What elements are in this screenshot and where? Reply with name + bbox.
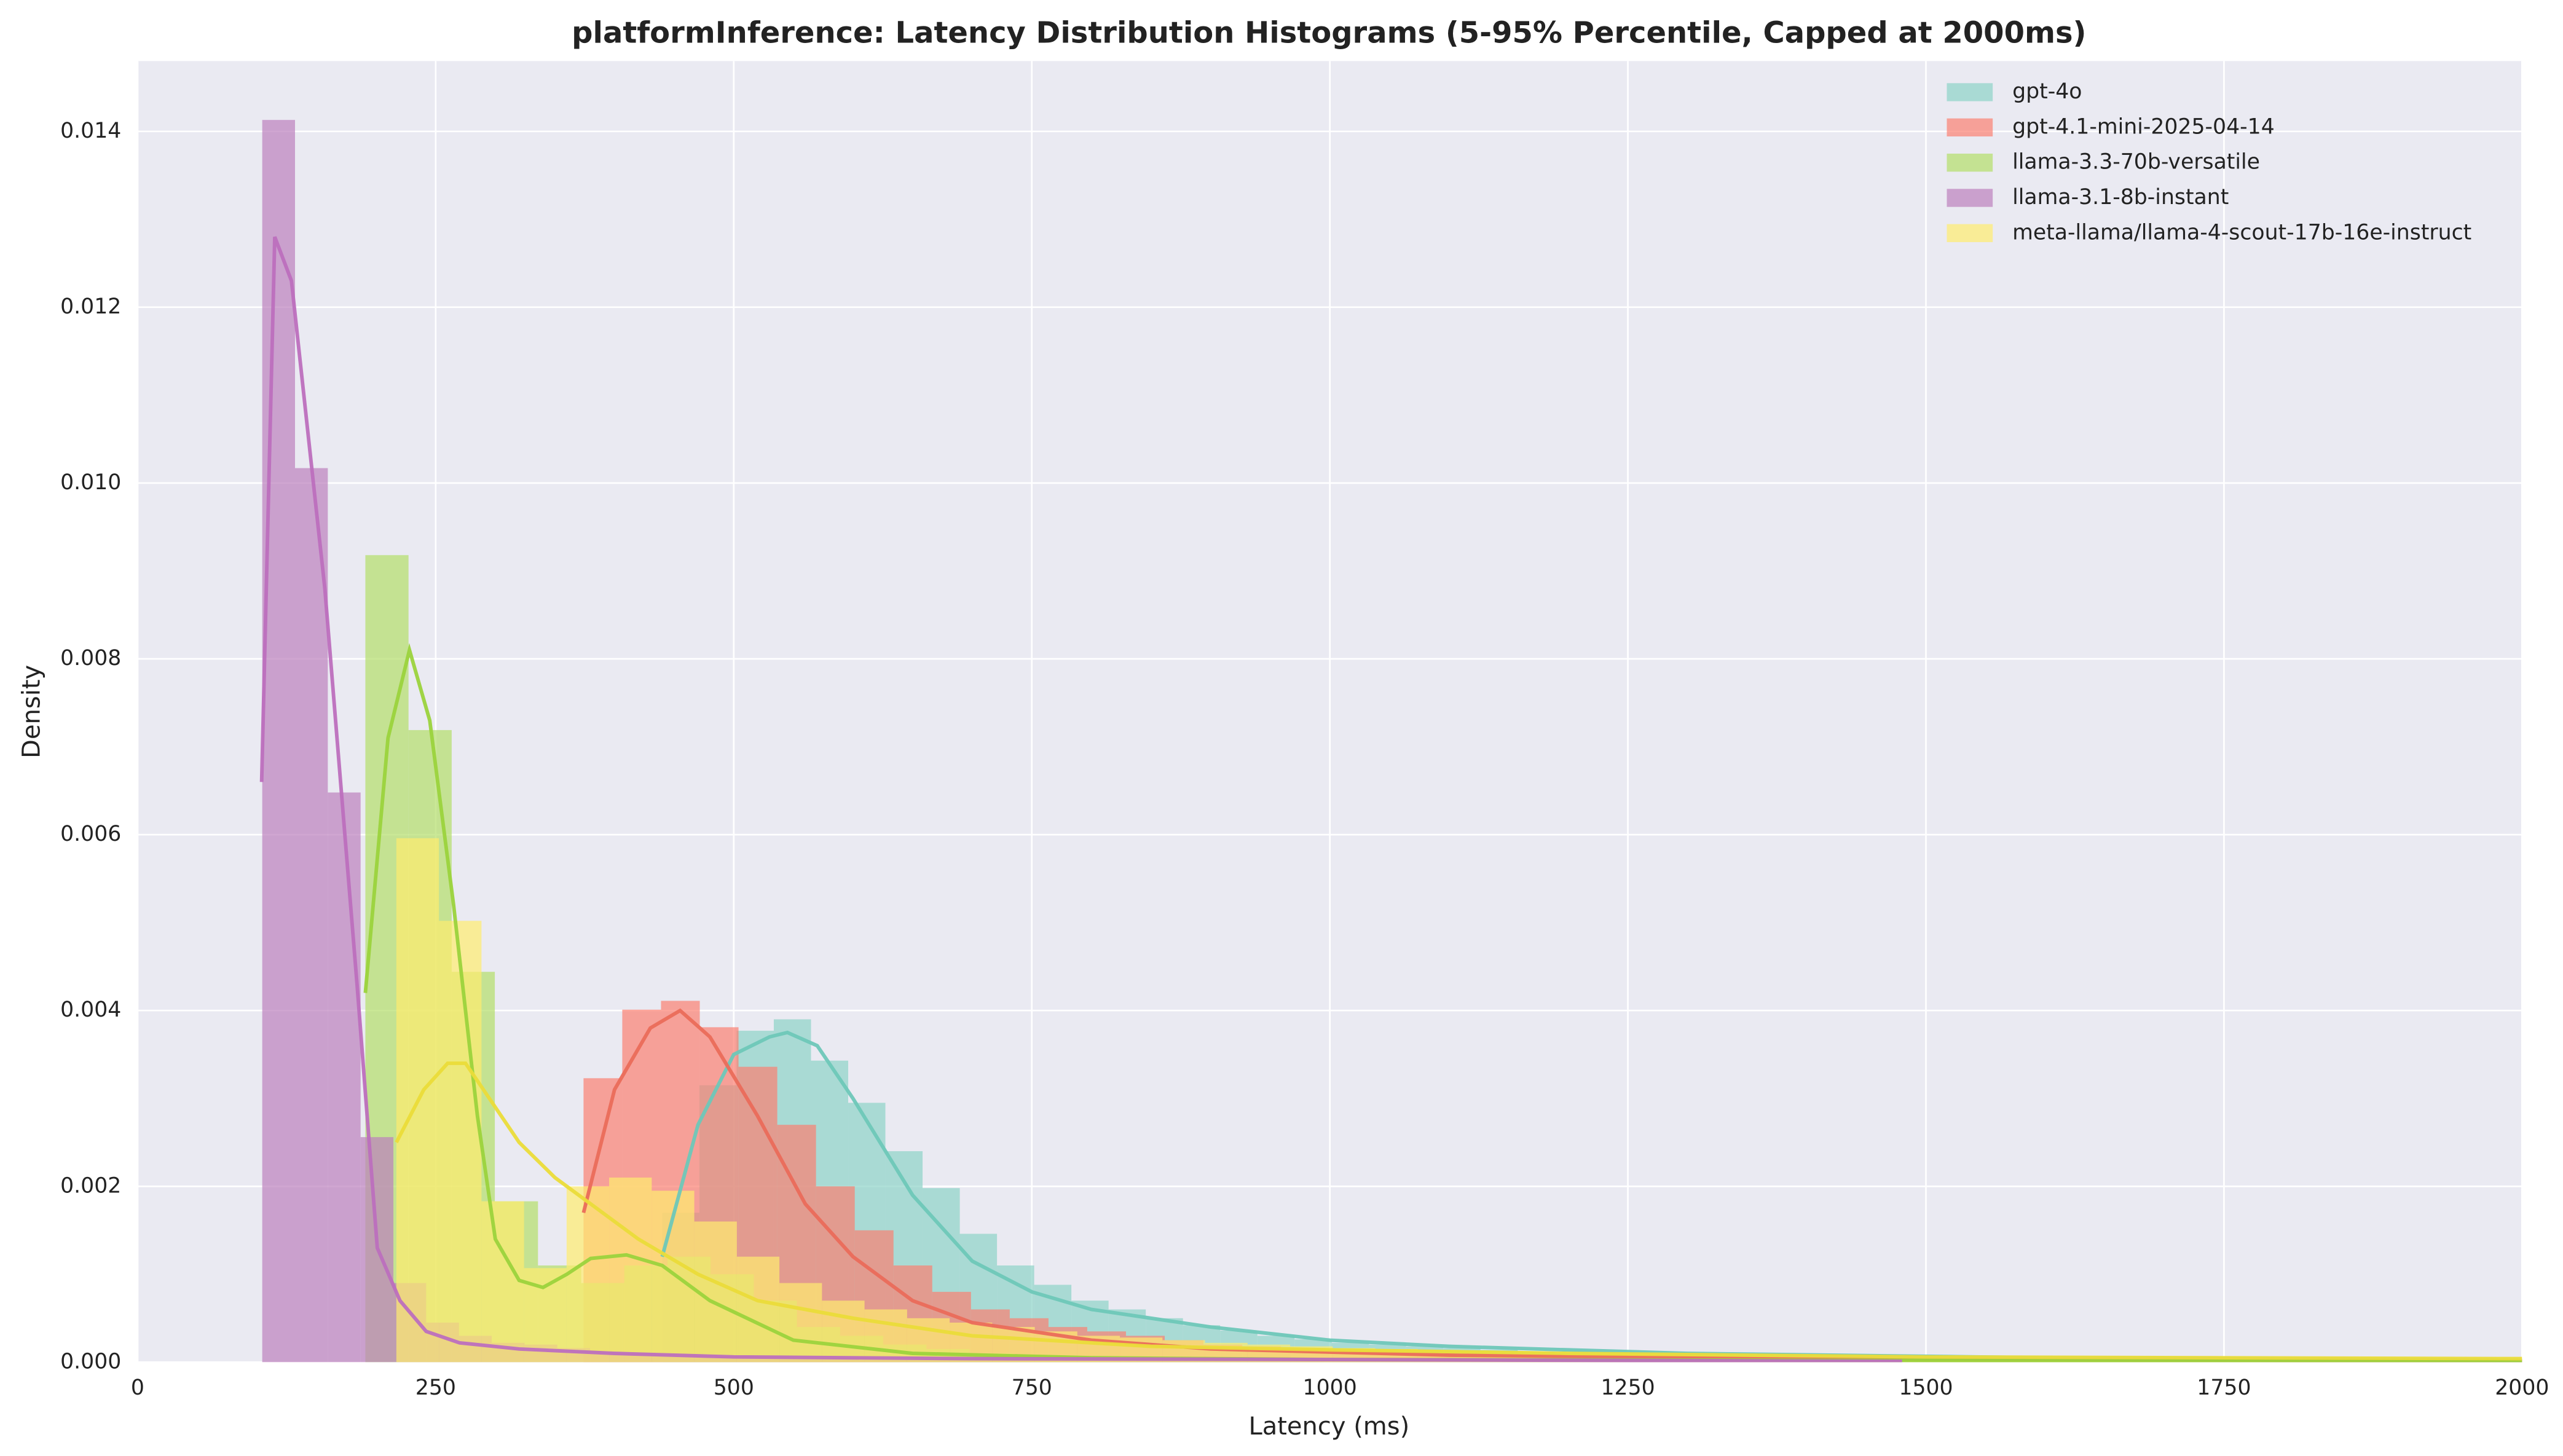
x-tick-label: 1500 (1899, 1375, 1953, 1400)
legend-swatch (1947, 83, 1993, 101)
legend-swatch (1947, 224, 1993, 242)
legend-label: llama-3.1-8b-instant (2012, 185, 2229, 210)
kde-line (259, 236, 1902, 1363)
y-axis-label: Density (17, 665, 45, 758)
histogram-bar (609, 1177, 652, 1363)
histogram-bar (566, 1186, 610, 1363)
y-tick-label: 0.010 (60, 470, 121, 495)
y-tick-label: 0.012 (60, 294, 121, 319)
y-tick-label: 0.004 (60, 998, 121, 1022)
histogram-bar (295, 468, 328, 1363)
y-tick-label: 0.014 (60, 119, 121, 143)
legend: gpt-4o gpt-4.1-mini-2025-04-14 llama-3.3-7… (1947, 79, 2471, 245)
histogram-bar (822, 1301, 865, 1363)
kde-line (581, 1008, 2522, 1363)
bars (262, 120, 2522, 1363)
x-axis-label: Latency (ms) (1248, 1412, 1409, 1441)
legend-label: llama-3.3-70b-versatile (2012, 150, 2260, 175)
legend-swatch (1947, 118, 1993, 136)
kde-line (363, 643, 2522, 1363)
y-tick-label: 0.002 (60, 1173, 121, 1198)
y-tick-label: 0.000 (60, 1349, 121, 1374)
y-tick-label: 0.008 (60, 646, 121, 671)
histogram-bar (736, 1256, 780, 1363)
ticks: 0 250 500 750 1000 1250 1500 1750 2000 0.000 0.002… (60, 119, 2549, 1400)
legend-label: gpt-4.1-mini-2025-04-14 (2012, 114, 2275, 139)
legend-swatch (1947, 153, 1993, 172)
legend-swatch (1947, 189, 1993, 207)
histogram-bar (481, 1201, 524, 1363)
histogram-bar (779, 1283, 822, 1363)
x-tick-label: 1250 (1600, 1375, 1655, 1400)
x-tick-label: 250 (415, 1375, 456, 1400)
x-tick-label: 2000 (2495, 1375, 2549, 1400)
histogram-bar (328, 792, 361, 1363)
kde-line (660, 1030, 2522, 1363)
histogram-bar (694, 1221, 737, 1363)
kde-line (395, 1061, 2522, 1361)
x-tick-label: 1750 (2197, 1375, 2251, 1400)
legend-label: gpt-4o (2012, 79, 2082, 104)
histogram-bar (439, 921, 482, 1363)
x-tick-label: 1000 (1303, 1375, 1357, 1400)
x-tick-label: 750 (1012, 1375, 1052, 1400)
x-tick-label: 500 (714, 1375, 754, 1400)
chart-title: platformInference: Latency Distribution … (572, 16, 2086, 50)
legend-label: meta-llama/llama-4-scout-17b-16e-instruc… (2012, 220, 2471, 245)
histogram-bar (262, 120, 296, 1363)
x-tick-label: 0 (131, 1375, 144, 1400)
histogram-bar (864, 1309, 907, 1363)
y-tick-label: 0.006 (60, 822, 121, 846)
kde-lines (259, 236, 2522, 1363)
